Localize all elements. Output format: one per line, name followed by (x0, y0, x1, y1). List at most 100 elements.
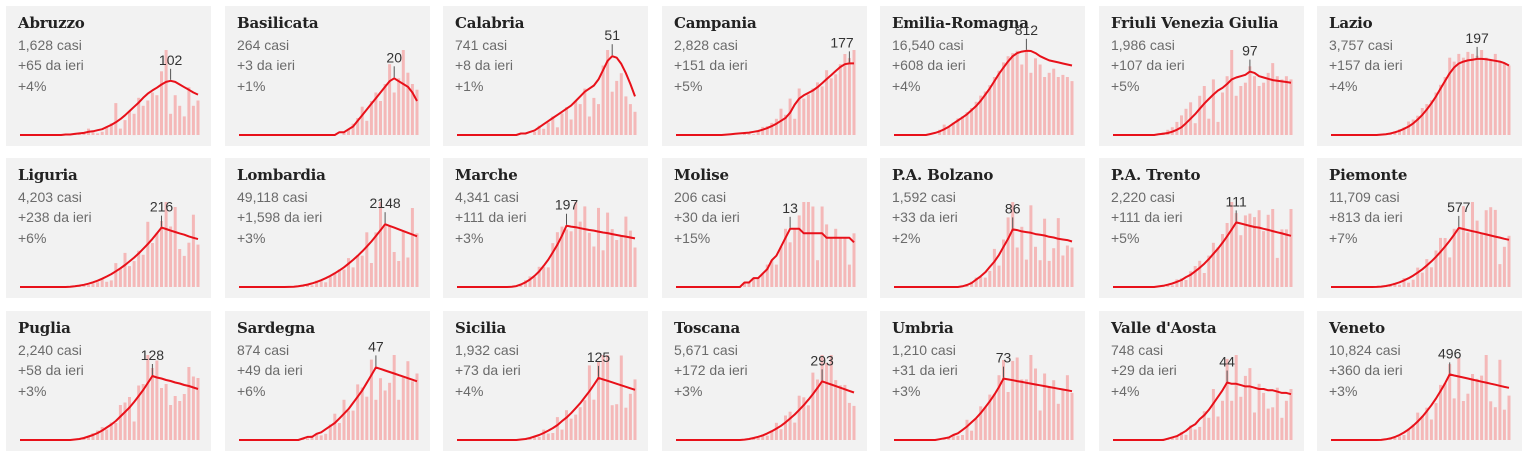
daily-bar (1502, 409, 1506, 440)
daily-bar (333, 273, 337, 287)
daily-bar (633, 247, 637, 287)
region-name: Molise (674, 166, 729, 184)
peak-value-label: 177 (830, 34, 854, 50)
sparkline-chart: 86 (894, 200, 1074, 288)
daily-bar (1266, 408, 1270, 440)
daily-bar (1443, 238, 1447, 287)
daily-bar (583, 206, 587, 287)
moving-average-line (1331, 57, 1510, 136)
daily-bar (852, 405, 856, 440)
daily-bar (164, 202, 168, 287)
daily-bar (619, 73, 623, 135)
daily-bar (765, 126, 769, 135)
daily-bar (1425, 407, 1429, 440)
daily-bar (979, 95, 983, 135)
peak-value-label: 13 (782, 200, 798, 216)
daily-bar (806, 405, 810, 440)
daily-bar (997, 375, 1001, 440)
daily-bar (105, 127, 109, 135)
daily-bar (974, 277, 978, 287)
daily-bar (146, 355, 150, 440)
daily-bar (1284, 76, 1288, 135)
daily-bar (847, 402, 851, 440)
region-name: P.A. Trento (1111, 166, 1201, 184)
daily-bar (1271, 407, 1275, 440)
daily-bar (574, 202, 578, 287)
cases-count: 11,709 casi (1329, 189, 1400, 205)
daily-bar (615, 240, 619, 287)
daily-bar (852, 50, 856, 135)
daily-bar (802, 397, 806, 440)
daily-bar (770, 260, 774, 287)
daily-bar (356, 118, 360, 135)
daily-bar (1434, 403, 1438, 440)
daily-bar (360, 255, 364, 287)
daily-bar (155, 360, 159, 440)
daily-bar (1484, 355, 1488, 440)
daily-bar (347, 410, 350, 440)
daily-bar (1402, 278, 1406, 287)
peak-value-label: 86 (1005, 200, 1021, 216)
peak-value-label: 102 (159, 52, 183, 68)
daily-bar (146, 221, 150, 287)
daily-bar (109, 422, 113, 440)
sparkline-chart: 51 (457, 27, 637, 136)
daily-bar (774, 264, 778, 287)
daily-bar (1198, 95, 1202, 135)
daily-bar (1202, 86, 1206, 135)
daily-increase: +73 da ieri (455, 362, 521, 378)
daily-bar (633, 111, 637, 135)
daily-bar (397, 261, 401, 287)
sparkline-chart: 111 (1113, 193, 1293, 288)
daily-bar (1216, 247, 1220, 287)
region-panel: Puglia 2,240 casi +58 da ieri +3% 128 (6, 311, 211, 451)
daily-bar (1239, 235, 1243, 287)
daily-bar (401, 231, 405, 287)
daily-increase: +813 da ieri (1329, 209, 1403, 225)
daily-bar (410, 84, 414, 135)
daily-bar (150, 368, 154, 440)
daily-bar (1253, 217, 1256, 287)
daily-bar (160, 388, 163, 440)
daily-bar (150, 243, 154, 287)
daily-bar (182, 394, 186, 440)
daily-bar (752, 134, 756, 135)
region-name: Basilicata (237, 14, 319, 32)
daily-bar (1038, 64, 1042, 135)
daily-bar (337, 269, 341, 287)
region-name: Campania (674, 14, 757, 32)
daily-bar (1015, 50, 1019, 135)
daily-bar (587, 365, 591, 440)
daily-bar (1480, 50, 1484, 135)
daily-bar (587, 232, 591, 287)
percent-change: +7% (1329, 230, 1358, 246)
daily-bar (1202, 411, 1206, 440)
daily-bar (1170, 437, 1174, 440)
region-panel: Sardegna 874 casi +49 da ieri +6% 47 (225, 311, 430, 451)
region-panel: Lombardia 49,118 casi +1,598 da ieri +3% 214… (225, 158, 430, 298)
region-name: Marche (455, 166, 518, 184)
daily-bar (970, 430, 974, 440)
sparkline-chart: 125 (457, 349, 637, 441)
daily-bar (360, 387, 364, 440)
daily-bar (997, 265, 1001, 287)
daily-bar (806, 94, 810, 135)
daily-bar (1024, 379, 1028, 440)
daily-bar (788, 411, 792, 440)
daily-bar (1407, 282, 1411, 287)
daily-bar (128, 111, 131, 135)
daily-bar (1411, 279, 1415, 287)
daily-bar (1388, 438, 1392, 440)
daily-bar (1452, 228, 1456, 287)
moving-average-line (20, 375, 199, 441)
daily-bar (565, 229, 568, 287)
daily-bar (196, 378, 200, 440)
region-panel: Marche 4,341 casi +111 da ieri +3% 197 (443, 158, 648, 298)
sparkline-chart: 13 (676, 200, 856, 288)
daily-bar (1280, 229, 1284, 287)
daily-bar (392, 92, 396, 135)
daily-bar (379, 101, 382, 135)
daily-bar (1434, 250, 1438, 287)
daily-bar (820, 355, 824, 440)
